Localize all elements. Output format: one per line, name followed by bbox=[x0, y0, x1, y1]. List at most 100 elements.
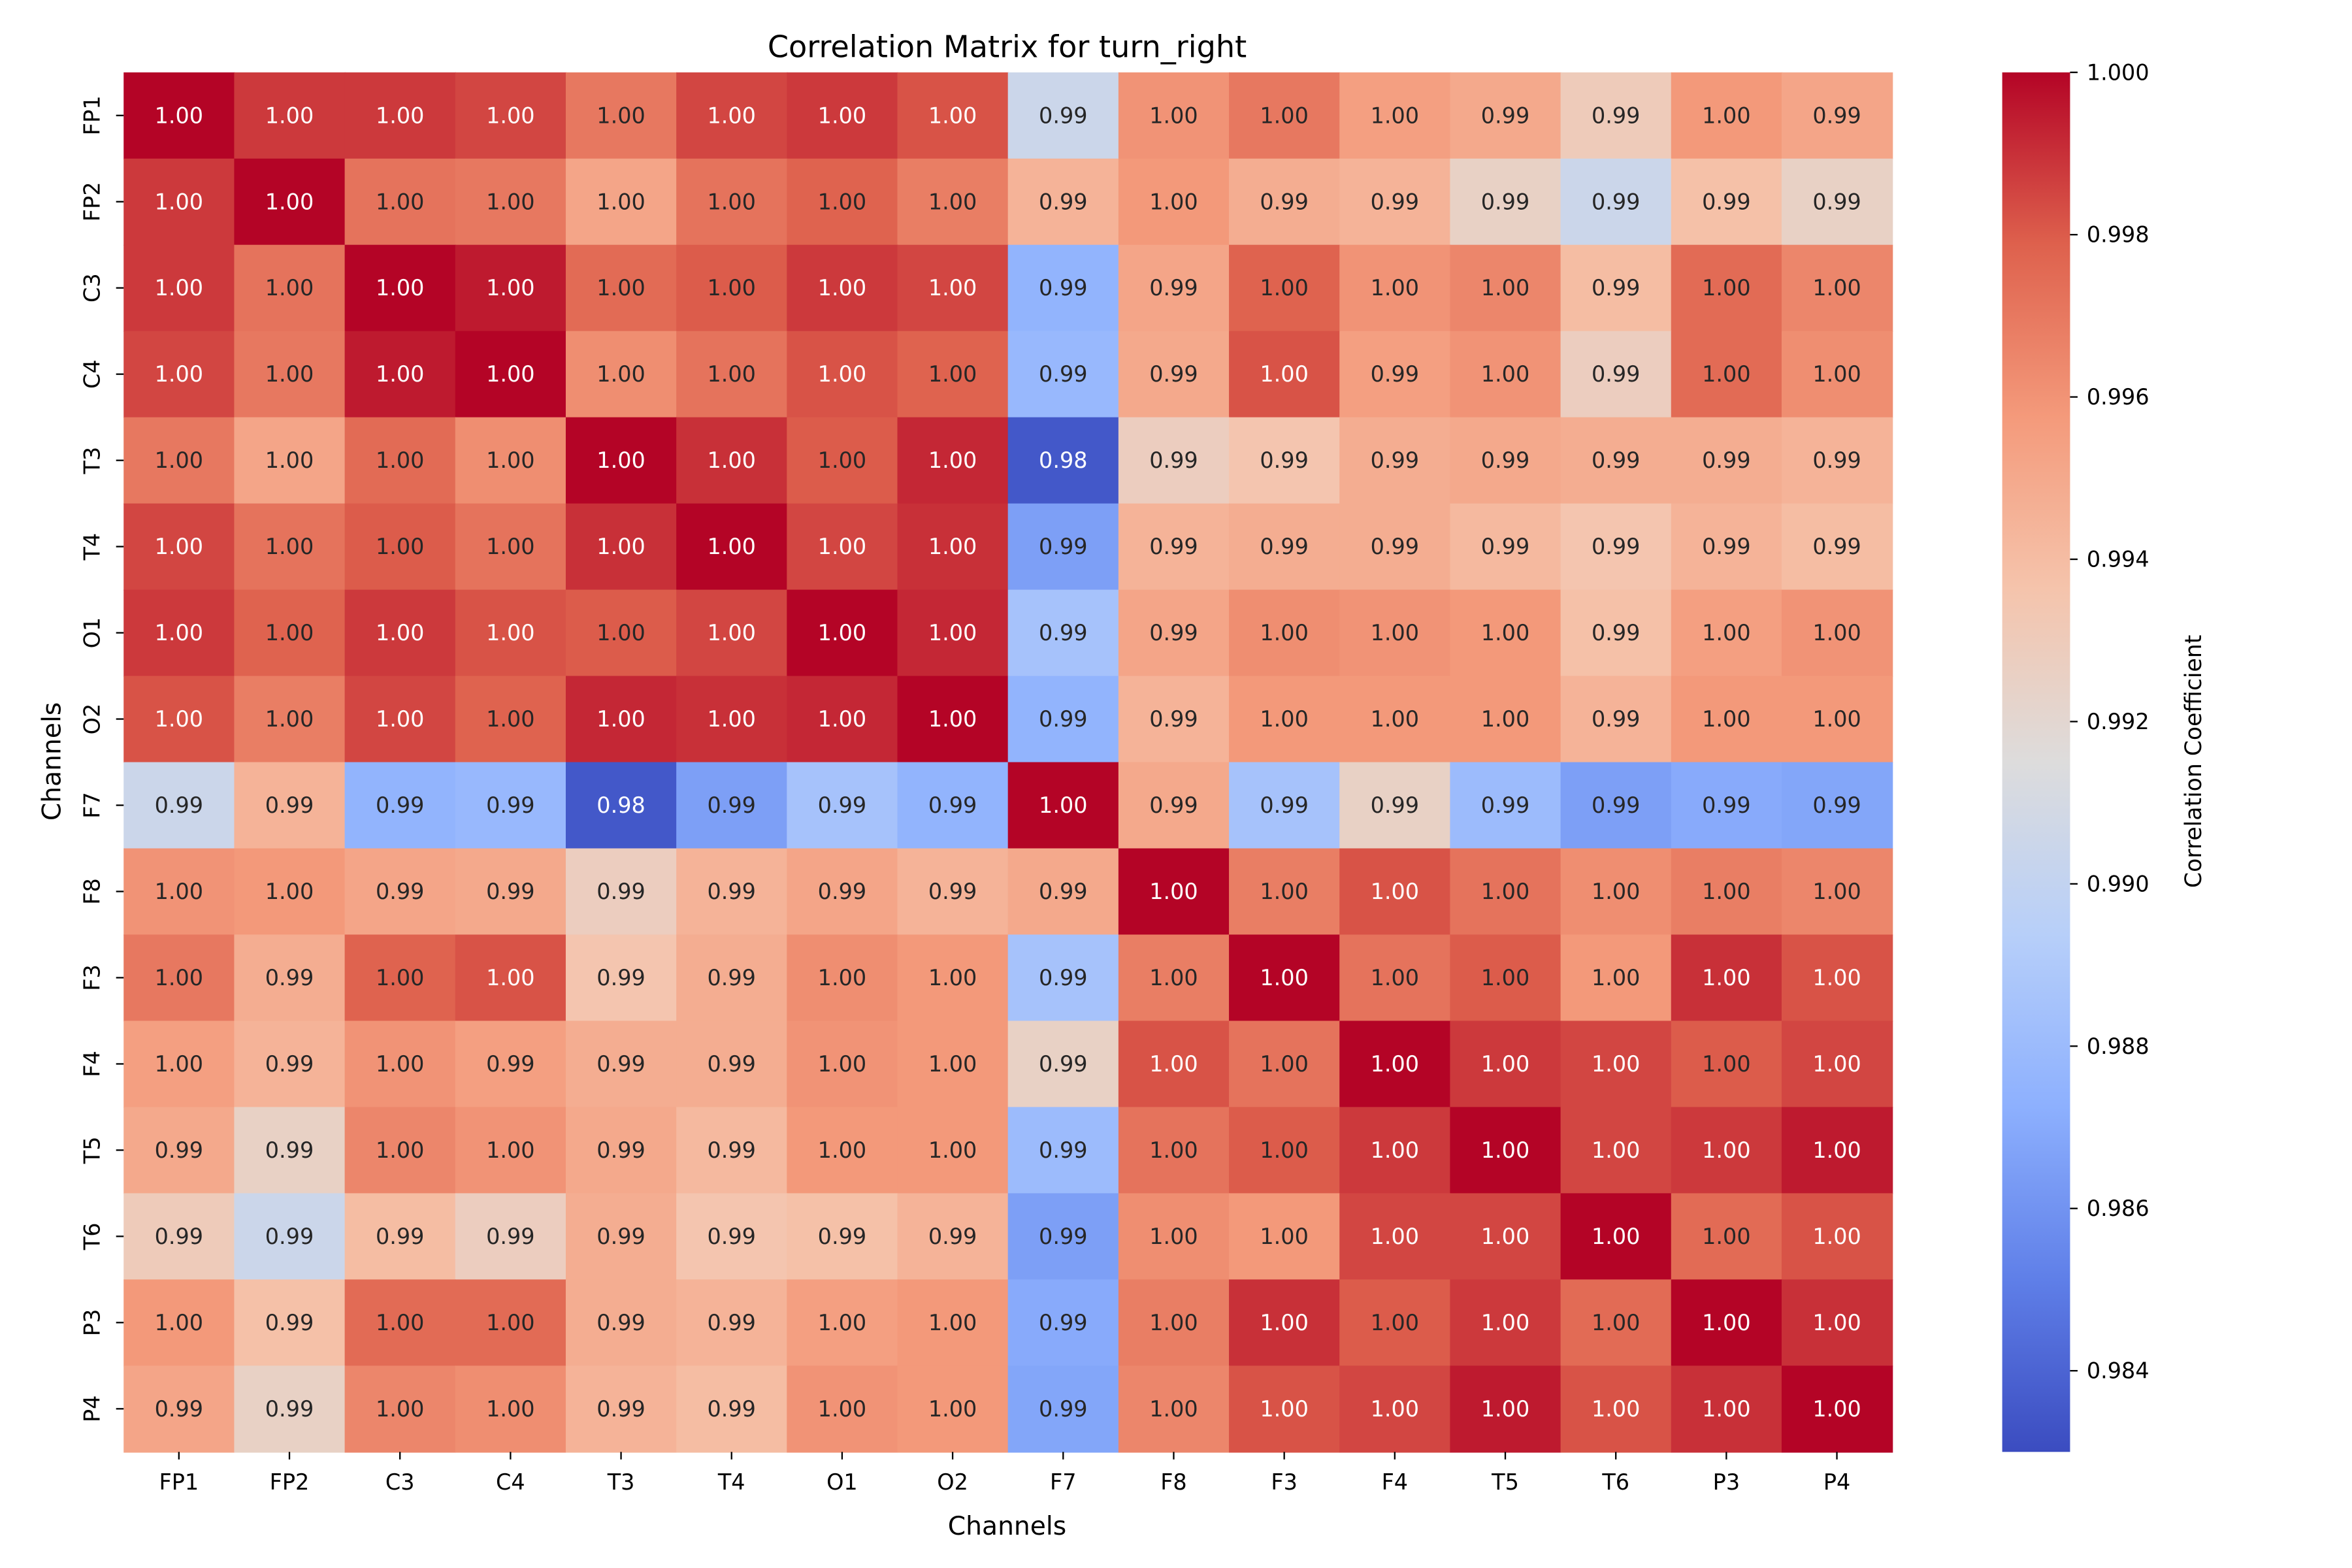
cell-annotation: 1.00 bbox=[155, 189, 204, 214]
heatmap-cell-T6-C3 bbox=[344, 1193, 456, 1281]
cell-annotation: 1.00 bbox=[1371, 965, 1420, 990]
heatmap-cell-T6-FP1 bbox=[123, 1193, 235, 1281]
heatmap-cell-F4-T6 bbox=[1560, 1021, 1672, 1108]
cell-annotation: 1.00 bbox=[1149, 1224, 1198, 1249]
heatmap-cell-F3-O1 bbox=[787, 934, 898, 1022]
cell-annotation: 0.99 bbox=[596, 1396, 645, 1422]
cell-annotation: 1.00 bbox=[928, 706, 977, 732]
heatmap-cell-P4-F4 bbox=[1339, 1365, 1451, 1453]
cell-annotation: 0.99 bbox=[596, 1310, 645, 1335]
heatmap-cell-FP1-C3 bbox=[344, 72, 456, 159]
colorbar-tick-label: 0.984 bbox=[2087, 1358, 2149, 1384]
heatmap-cell-O1-T4 bbox=[676, 589, 788, 677]
cell-annotation: 1.00 bbox=[376, 620, 425, 645]
cell-annotation: 1.00 bbox=[1592, 879, 1641, 904]
cell-annotation: 0.99 bbox=[1592, 534, 1641, 559]
heatmap-cell-F4-T3 bbox=[565, 1021, 678, 1108]
heatmap-cell-C3-O1 bbox=[787, 244, 898, 332]
heatmap-cell-T4-F4 bbox=[1339, 503, 1451, 591]
x-tick-label-FP1: FP1 bbox=[159, 1469, 199, 1495]
heatmap-cell-F4-F4 bbox=[1339, 1021, 1451, 1108]
cell-annotation: 0.99 bbox=[265, 965, 314, 990]
cell-annotation: 1.00 bbox=[928, 189, 977, 214]
cell-annotation: 0.99 bbox=[1702, 448, 1751, 473]
cell-annotation: 1.00 bbox=[265, 879, 314, 904]
heatmap-cell-C4-T5 bbox=[1450, 331, 1561, 418]
cell-annotation: 0.99 bbox=[1039, 189, 1088, 214]
cell-annotation: 1.00 bbox=[818, 103, 866, 128]
cell-annotation: 0.99 bbox=[1039, 361, 1088, 387]
y-axis-label: Channels bbox=[37, 702, 67, 821]
heatmap-cell-F4-P4 bbox=[1781, 1021, 1893, 1108]
cell-annotation: 1.00 bbox=[596, 620, 645, 645]
colorbar-tick-label: 0.994 bbox=[2087, 547, 2149, 572]
cell-annotation: 1.00 bbox=[1481, 1310, 1530, 1335]
cell-annotation: 0.99 bbox=[1260, 792, 1309, 818]
cell-annotation: 1.00 bbox=[1260, 1137, 1309, 1163]
heatmap-cell-O2-C3 bbox=[344, 676, 456, 763]
cell-annotation: 0.99 bbox=[1260, 189, 1309, 214]
cell-annotation: 1.00 bbox=[1371, 1137, 1420, 1163]
heatmap-cell-F3-FP1 bbox=[123, 934, 235, 1022]
cell-annotation: 1.00 bbox=[818, 189, 866, 214]
cell-annotation: 1.00 bbox=[928, 1396, 977, 1422]
cell-annotation: 1.00 bbox=[376, 1396, 425, 1422]
heatmap-cell-T4-O2 bbox=[897, 503, 1009, 591]
heatmap-cell-F3-O2 bbox=[897, 934, 1009, 1022]
cell-annotation: 1.00 bbox=[1481, 1396, 1530, 1422]
cell-annotation: 0.99 bbox=[1039, 1137, 1088, 1163]
cell-annotation: 0.99 bbox=[265, 1310, 314, 1335]
cell-annotation: 1.00 bbox=[1592, 1051, 1641, 1077]
heatmap-cell-F4-F7 bbox=[1007, 1021, 1120, 1108]
heatmap-cell-FP1-FP2 bbox=[234, 72, 346, 159]
heatmap-cell-F7-P4 bbox=[1781, 762, 1893, 849]
cell-annotation: 0.99 bbox=[1702, 534, 1751, 559]
cell-annotation: 0.99 bbox=[486, 792, 535, 818]
cell-annotation: 1.00 bbox=[1592, 1310, 1641, 1335]
heatmap-cell-O2-O2 bbox=[897, 676, 1009, 763]
cell-annotation: 1.00 bbox=[1812, 1051, 1861, 1077]
heatmap-cell-FP2-C4 bbox=[455, 158, 567, 246]
cell-annotation: 0.99 bbox=[1481, 534, 1530, 559]
heatmap-cell-T5-F3 bbox=[1229, 1107, 1341, 1194]
cell-annotation: 0.99 bbox=[1812, 534, 1861, 559]
heatmap-cell-FP2-F8 bbox=[1118, 158, 1230, 246]
heatmap-cell-F7-C4 bbox=[455, 762, 567, 849]
heatmap-cell-FP2-O2 bbox=[897, 158, 1009, 246]
cell-annotation: 1.00 bbox=[1702, 706, 1751, 732]
heatmap-cell-T5-P4 bbox=[1781, 1107, 1893, 1194]
cell-annotation: 0.99 bbox=[1371, 189, 1420, 214]
heatmap-cell-P3-FP1 bbox=[123, 1279, 235, 1367]
cell-annotation: 1.00 bbox=[1702, 965, 1751, 990]
cell-annotation: 0.99 bbox=[596, 1051, 645, 1077]
heatmap-cell-P4-FP1 bbox=[123, 1365, 235, 1453]
cell-annotation: 1.00 bbox=[1812, 620, 1861, 645]
cell-annotation: 1.00 bbox=[155, 1051, 204, 1077]
cell-annotation: 1.00 bbox=[1260, 879, 1309, 904]
heatmap-cell-O1-T3 bbox=[565, 589, 678, 677]
cell-annotation: 0.99 bbox=[1149, 706, 1198, 732]
x-axis-label: Channels bbox=[948, 1512, 1066, 1541]
heatmap-cell-F7-T4 bbox=[676, 762, 788, 849]
y-tick-label-F4: F4 bbox=[79, 1051, 105, 1077]
heatmap-cell-T4-C4 bbox=[455, 503, 567, 591]
heatmap-cell-O1-F7 bbox=[1007, 589, 1120, 677]
heatmap-cell-T3-T3 bbox=[565, 417, 678, 504]
heatmap-cell-P3-FP2 bbox=[234, 1279, 346, 1367]
heatmap-cell-P4-O1 bbox=[787, 1365, 898, 1453]
heatmap-cell-F7-F8 bbox=[1118, 762, 1230, 849]
cell-annotation: 1.00 bbox=[1481, 1137, 1530, 1163]
heatmap-cell-O1-FP1 bbox=[123, 589, 235, 677]
heatmap-cell-F8-T4 bbox=[676, 848, 788, 936]
cell-annotation: 0.99 bbox=[1039, 534, 1088, 559]
heatmap-cell-T4-T6 bbox=[1560, 503, 1672, 591]
heatmap-cell-O2-C4 bbox=[455, 676, 567, 763]
y-tick-label-P4: P4 bbox=[79, 1396, 105, 1422]
cell-annotation: 0.99 bbox=[1149, 792, 1198, 818]
heatmap-cell-P4-O2 bbox=[897, 1365, 1009, 1453]
cell-annotation: 1.00 bbox=[486, 1137, 535, 1163]
cell-annotation: 1.00 bbox=[707, 448, 756, 473]
cell-annotation: 0.99 bbox=[1812, 189, 1861, 214]
heatmap-cell-T6-O1 bbox=[787, 1193, 898, 1281]
